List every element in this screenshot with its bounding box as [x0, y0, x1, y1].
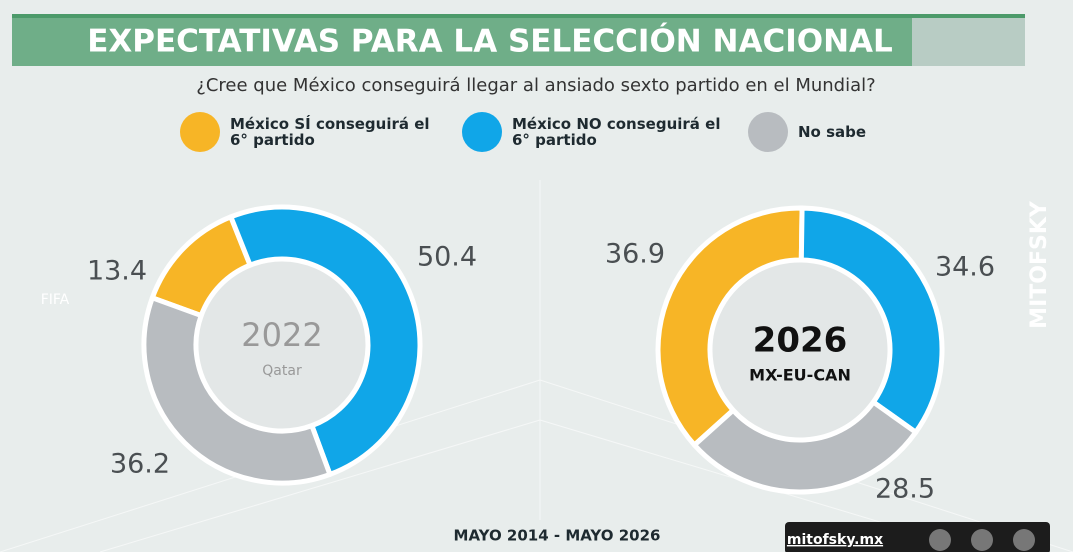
youtube-icon[interactable]	[1013, 529, 1035, 551]
center-sublabel: MX-EU-CAN	[749, 366, 851, 385]
subtitle: ¿Cree que México conseguirá llegar al an…	[196, 75, 875, 96]
legend-swatch	[462, 112, 502, 152]
legend-label: México NO conseguirá el 6° partido	[512, 115, 721, 149]
title: EXPECTATIVAS PARA LA SELECCIÓN NACIONAL	[87, 23, 893, 60]
donut-segment	[228, 204, 423, 477]
legend-swatch	[748, 112, 788, 152]
center-sublabel: Qatar	[262, 363, 302, 379]
brand: mitofsky.mx	[787, 532, 883, 548]
logo: FIFA	[41, 292, 70, 308]
footer: MAYO 2014 - MAYO 2026	[454, 527, 661, 545]
donut-segment	[691, 399, 919, 495]
donut-segment	[798, 205, 945, 435]
legend-label: México SÍ conseguirá el 6° partido	[230, 115, 430, 149]
x-icon[interactable]	[929, 529, 951, 551]
value-label: 28.5	[875, 474, 935, 505]
legend-item: México SÍ conseguirá el 6° partido	[180, 112, 440, 152]
value-label: 13.4	[87, 256, 147, 287]
title-band-green	[12, 14, 912, 66]
facebook-icon[interactable]	[971, 529, 993, 551]
donut-segment	[655, 205, 805, 448]
center-label: 2026	[753, 321, 848, 361]
value-label: 36.2	[110, 449, 170, 480]
donut-segment	[141, 295, 333, 486]
title-rule	[12, 14, 1025, 18]
legend-item: México NO conseguirá el 6° partido	[462, 112, 732, 152]
value-label: 50.4	[417, 242, 477, 273]
center-label: 2022	[241, 316, 322, 354]
watermark: MITOFSKY	[1027, 200, 1052, 329]
legend-swatch	[180, 112, 220, 152]
value-label: 34.6	[935, 252, 995, 283]
legend-label: No sabe	[798, 123, 867, 141]
value-label: 36.9	[605, 239, 665, 270]
legend-item: No sabe	[748, 112, 908, 152]
